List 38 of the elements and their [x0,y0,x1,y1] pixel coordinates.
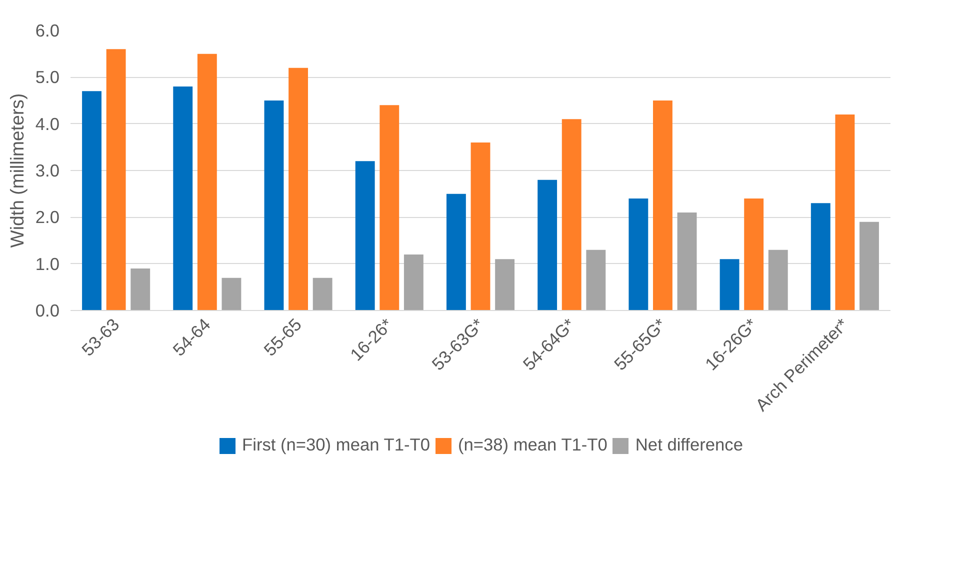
y-tick-label: 6.0 [35,20,60,40]
bar [768,250,788,310]
bar [288,68,308,310]
bar [810,203,830,310]
bar [860,222,879,310]
y-tick-label: 5.0 [35,67,60,88]
bar [470,142,490,310]
bar [538,180,558,310]
y-tick-label: 4.0 [35,114,60,134]
y-tick-label: 1.0 [35,254,60,274]
bar [628,198,648,310]
bar [355,161,375,310]
bar [720,259,740,310]
bar [312,278,332,310]
bar [130,268,150,310]
bar [380,105,400,310]
bar [586,250,606,310]
legend-label: Net difference [635,434,743,456]
y-tick-label: 2.0 [35,207,60,228]
bar [82,91,102,310]
legend-label: (n=38) mean T1-T0 [458,434,608,456]
y-axis-title: Width (millimeters) [6,93,28,248]
bar [264,100,284,310]
bar [653,100,672,310]
bar [197,54,217,310]
bar [446,194,466,310]
bar [562,119,582,310]
bar [744,198,764,310]
bar [495,259,515,310]
bar [677,212,697,310]
bar [106,49,126,310]
bar [835,114,855,310]
bar [404,254,424,310]
bar [222,278,242,310]
bar [173,86,193,310]
y-tick-label: 0.0 [35,300,60,320]
y-tick-label: 3.0 [35,160,60,180]
legend-label: First (n=30) mean T1-T0 [242,434,430,456]
